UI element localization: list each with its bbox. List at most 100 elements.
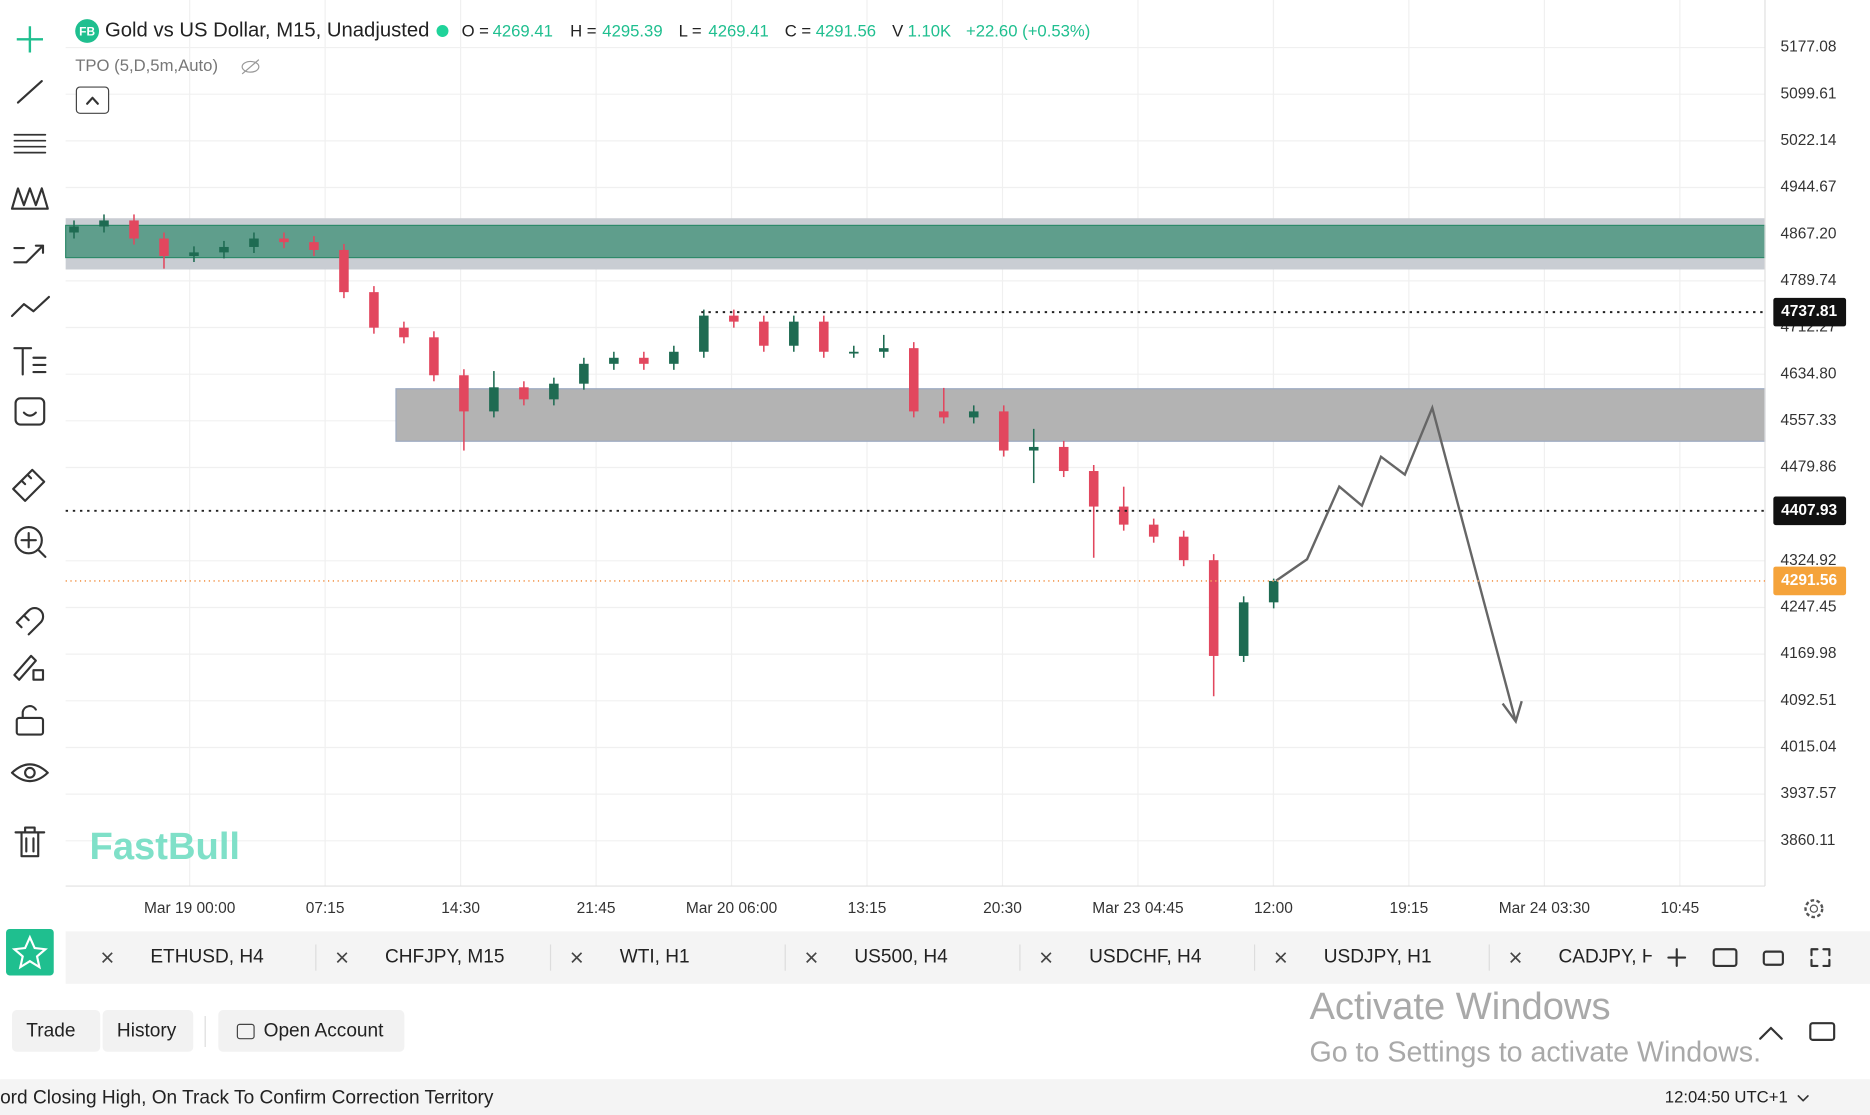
symbol-badge bbox=[75, 19, 100, 43]
delete-tool[interactable] bbox=[14, 826, 46, 858]
add-tab[interactable] bbox=[1667, 948, 1687, 968]
panel-button-label[interactable]: Open Account bbox=[264, 1021, 385, 1042]
buttons: Trade History Open Account bbox=[11, 1010, 405, 1052]
panel-button[interactable] bbox=[11, 1010, 101, 1052]
price-label: 4737.81 bbox=[1781, 303, 1837, 320]
chevron-up bbox=[86, 96, 99, 105]
tab-close[interactable] bbox=[571, 952, 583, 963]
candle-body bbox=[399, 327, 409, 338]
hide-icon[interactable] bbox=[241, 59, 260, 75]
tab-label[interactable]: US500, H4 bbox=[854, 947, 948, 968]
trend-tool[interactable] bbox=[10, 295, 51, 318]
supply-zone bbox=[65, 224, 1766, 259]
tab-label[interactable]: USDCHF, H4 bbox=[1089, 947, 1202, 968]
clock[interactable]: 12:04:50 UTC+1 bbox=[1665, 1088, 1788, 1107]
collapse-button[interactable] bbox=[75, 86, 110, 114]
quote-value: 4269.41 bbox=[708, 22, 768, 41]
magnet-tool[interactable] bbox=[15, 607, 45, 636]
window-button[interactable] bbox=[1762, 950, 1784, 966]
candle-body bbox=[639, 357, 649, 364]
x-tick-label: 12:00 bbox=[1254, 900, 1293, 917]
candle-body bbox=[459, 375, 469, 412]
fullscreen-button[interactable] bbox=[1810, 948, 1831, 968]
ruler-tool[interactable] bbox=[12, 468, 46, 502]
tab-label[interactable]: ETHUSD, H4 bbox=[150, 947, 264, 968]
indicator[interactable]: TPO (5,D,5m,Auto) bbox=[75, 56, 218, 75]
fib-tool[interactable] bbox=[13, 133, 47, 154]
favorites-button[interactable] bbox=[6, 928, 54, 976]
candle-body bbox=[699, 315, 709, 352]
y-tick-label: 4092.51 bbox=[1780, 692, 1836, 709]
panel-button-label[interactable]: Trade bbox=[26, 1021, 75, 1042]
expand-button[interactable] bbox=[1759, 1026, 1783, 1040]
lock-draw-tool[interactable] bbox=[13, 654, 45, 681]
candle-body bbox=[309, 242, 319, 250]
tab-close[interactable] bbox=[336, 952, 348, 963]
candle-body bbox=[609, 357, 619, 364]
tab-label[interactable]: CADJPY, H bbox=[1558, 947, 1655, 968]
y-tick-label: 4015.04 bbox=[1780, 739, 1836, 756]
candle-body bbox=[819, 321, 829, 352]
price-label-box bbox=[1773, 297, 1847, 327]
crosshair-tool[interactable] bbox=[16, 26, 44, 53]
panel-button[interactable] bbox=[218, 1010, 405, 1052]
tab-close[interactable] bbox=[1275, 952, 1287, 963]
x-tick-label: 21:45 bbox=[577, 900, 616, 917]
text-tool[interactable] bbox=[13, 347, 47, 376]
emoji-tool[interactable] bbox=[14, 397, 46, 426]
candle-body bbox=[279, 238, 289, 243]
y-tick-label: 3860.11 bbox=[1780, 832, 1835, 849]
account-icon bbox=[236, 1023, 255, 1040]
quote-value: 4269.41 bbox=[493, 22, 553, 41]
lock-tool[interactable] bbox=[15, 716, 45, 736]
x-tick-label: 07:15 bbox=[306, 900, 345, 917]
panel-window-button[interactable] bbox=[1809, 1022, 1836, 1041]
tab-label[interactable]: WTI, H1 bbox=[620, 947, 690, 968]
x-tick-label: Mar 24 03:30 bbox=[1499, 900, 1591, 917]
tab-close[interactable] bbox=[102, 952, 113, 963]
visibility-tool[interactable] bbox=[10, 763, 49, 783]
quote-value: 4295.39 bbox=[602, 22, 662, 41]
layout-button[interactable] bbox=[1712, 948, 1738, 968]
watermark: FastBull bbox=[90, 825, 241, 868]
quote-value: 4291.56 bbox=[816, 22, 876, 41]
tabs: ETHUSD, H4 CHFJPY, M15 WTI, H1 US500, H4 USD… bbox=[102, 944, 1656, 971]
tab-label[interactable]: USDJPY, H1 bbox=[1324, 947, 1432, 968]
plot-area bbox=[65, 0, 1765, 887]
ticker-bar bbox=[0, 1079, 1870, 1115]
y-tick-label: 5022.14 bbox=[1780, 132, 1836, 149]
symbol-title: Gold vs US Dollar, M15, Unadjusted bbox=[105, 19, 429, 41]
candle-body bbox=[1118, 506, 1129, 525]
settings-icon[interactable] bbox=[1804, 899, 1824, 919]
projection-tool[interactable] bbox=[13, 244, 45, 264]
price-label-box bbox=[1773, 496, 1847, 526]
emoji-face bbox=[22, 411, 37, 417]
line-tool[interactable] bbox=[16, 80, 43, 104]
tab-close[interactable] bbox=[1040, 952, 1052, 963]
candle-body bbox=[579, 363, 589, 384]
y-tick-label: 4324.92 bbox=[1780, 552, 1836, 569]
candle-body bbox=[998, 411, 1009, 451]
toolbar bbox=[10, 26, 51, 858]
candle-body bbox=[1268, 580, 1279, 603]
y-tick-label: 4557.33 bbox=[1780, 412, 1836, 429]
quotes: O = 4269.41 H = 4295.39 L = 4269.41 C = 4291.56… bbox=[462, 22, 952, 41]
panel-button[interactable] bbox=[102, 1010, 194, 1052]
candle-body bbox=[1178, 536, 1189, 561]
candle-body bbox=[669, 351, 679, 364]
candle-body bbox=[129, 220, 139, 239]
tab-close[interactable] bbox=[1510, 952, 1521, 963]
zoom-tool[interactable] bbox=[14, 526, 43, 555]
pattern-tool[interactable] bbox=[10, 187, 49, 210]
news-ticker[interactable]: ord Closing High, On Track To Confirm Co… bbox=[0, 1087, 494, 1108]
tab-close[interactable] bbox=[806, 952, 817, 963]
x-tick-label: 14:30 bbox=[441, 900, 480, 917]
y-tick-label: 4789.74 bbox=[1780, 272, 1836, 289]
quote-label: L = bbox=[679, 22, 702, 41]
x-tick-label: 19:15 bbox=[1390, 900, 1429, 917]
status-dot bbox=[436, 25, 449, 37]
price-label: 4291.56 bbox=[1781, 572, 1837, 589]
price-label: 4407.93 bbox=[1781, 502, 1837, 519]
panel-button-label[interactable]: History bbox=[117, 1021, 177, 1042]
tab-label[interactable]: CHFJPY, M15 bbox=[385, 947, 504, 968]
